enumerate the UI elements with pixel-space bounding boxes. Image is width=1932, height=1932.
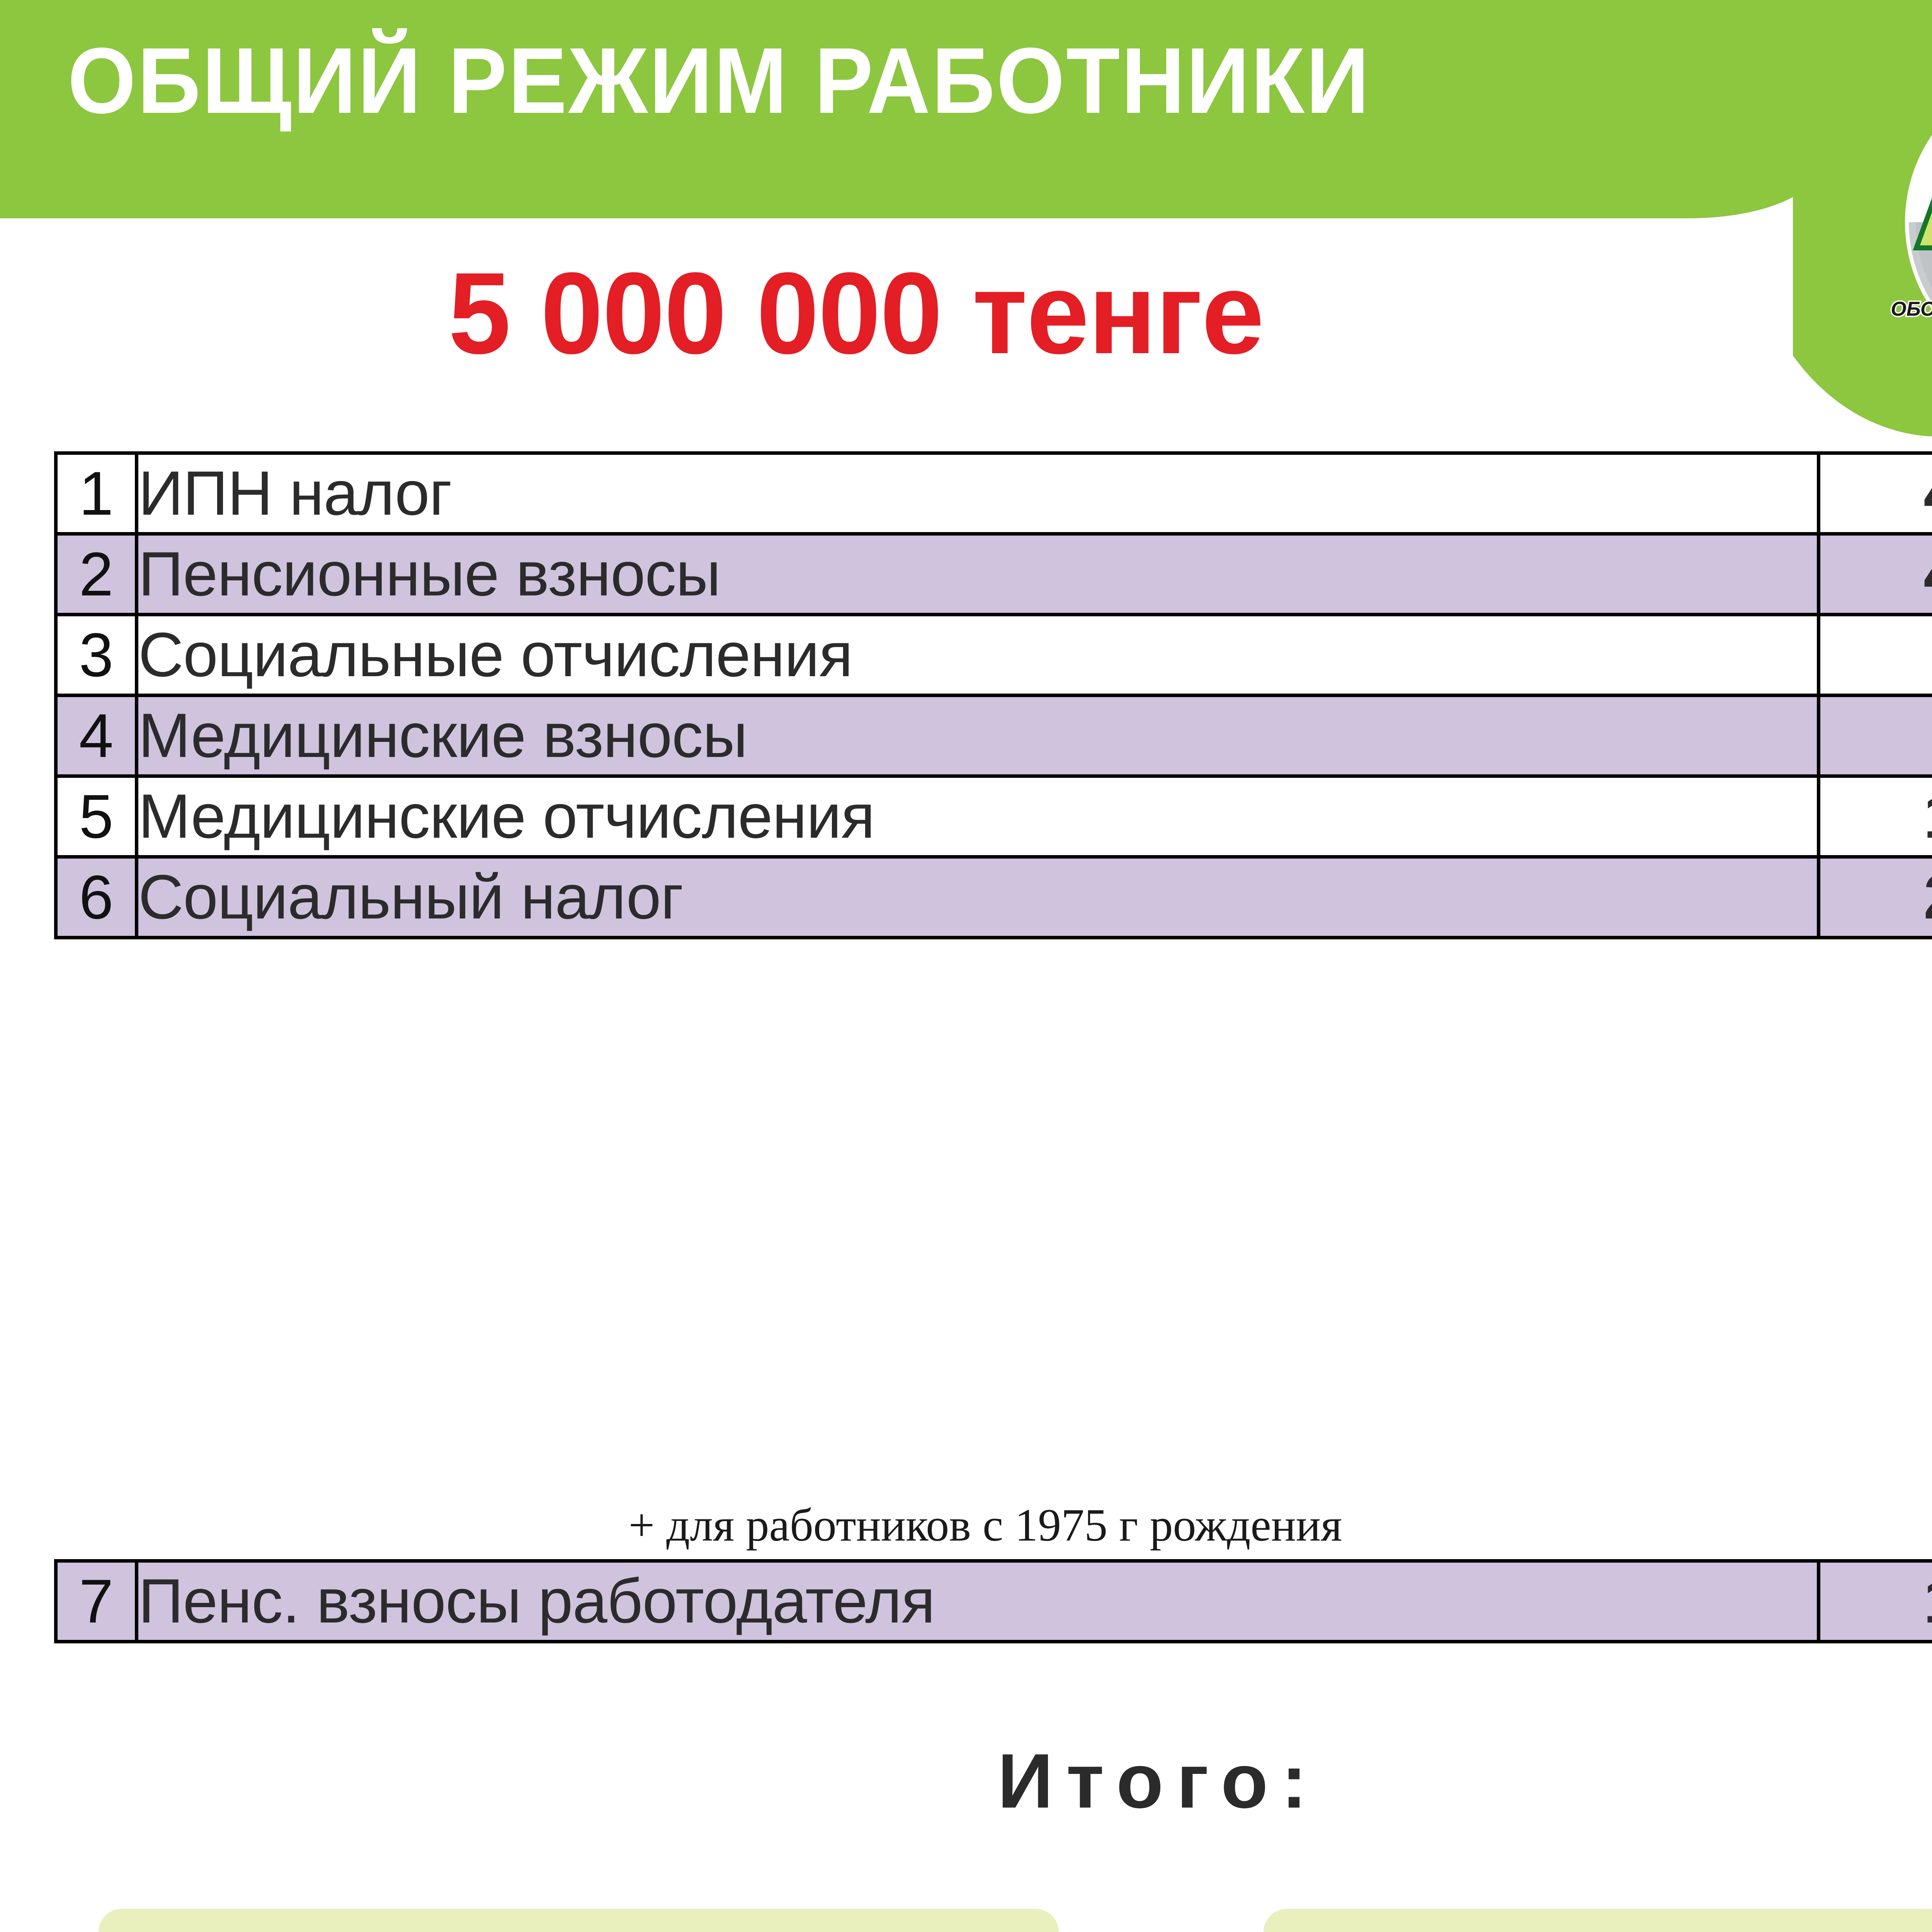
row-value: 102 000 [1817, 774, 1932, 859]
row-number: 3 [54, 613, 138, 697]
total-card-before-1975: до 1975 г.р. 1 304 335 [99, 1909, 1059, 1932]
row-value: 29 750 [1817, 613, 1932, 697]
total-card-label: С 1975 г.р. [1264, 1923, 1932, 1932]
total-card-label: до 1975 г.р. [99, 1923, 1059, 1932]
row-number: 7 [54, 1559, 138, 1643]
table-row: 1 ИПН налог 441 125 [54, 451, 1932, 536]
row-value: 441 125 [1817, 451, 1932, 536]
row-value: 425 000 [1817, 532, 1932, 616]
row-label: Пенсионные взносы [135, 532, 1820, 616]
row-label: Социальный налог [135, 855, 1820, 939]
row-label: ИПН налог [135, 451, 1820, 536]
row-number: 6 [54, 855, 138, 939]
table-row: 6 Социальный налог 272 460 [54, 855, 1932, 939]
logo-brand-fill: АКТИВ [1918, 170, 1932, 263]
row-label: Медицинские взносы [135, 694, 1820, 778]
totals-heading: Итого: [997, 1738, 1320, 1824]
aktiv-logo: БИЗНЕСКЕ ҚЫЗМЕТ КӨРСЕТУ ОРТАЛЫҒЫ ЦЕНТР О… [1851, 14, 1932, 431]
headline-amount: 5 000 000 тенге [448, 248, 1264, 378]
table-row: 5 Медицинские отчисления 102 000 [54, 774, 1932, 859]
employer-contributions-table: 7 Пенс. взносы работодателя 148 750 [54, 1559, 1932, 1643]
row-value: 148 750 [1817, 1559, 1932, 1643]
logo-ru-line2: ОБСЛУЖИВАНИЯ [1891, 298, 1932, 320]
row-number: 1 [54, 451, 138, 536]
aktiv-logo-icon: БИЗНЕСКЕ ҚЫЗМЕТ КӨРСЕТУ ОРТАЛЫҒЫ ЦЕНТР О… [1864, 74, 1932, 370]
total-card-since-1975: С 1975 г.р. 1 453 085 [1264, 1909, 1932, 1932]
table-row: 7 Пенс. взносы работодателя 148 750 [54, 1559, 1932, 1643]
table-row: 2 Пенсионные взносы 425 000 [54, 532, 1932, 616]
row-value: 272 460 [1817, 855, 1932, 939]
table-row: 3 Социальные отчисления 29 750 [54, 613, 1932, 697]
contributions-table: 1 ИПН налог 441 125 2 Пенсионные взносы … [54, 451, 1932, 939]
header-green-band [0, 0, 1816, 218]
row-number: 2 [54, 532, 138, 616]
page-title: ОБЩИЙ РЕЖИМ РАБОТНИКИ [68, 29, 1371, 133]
table-row: 4 Медицинские взносы 34 000 [54, 694, 1932, 778]
row-label: Медицинские отчисления [135, 774, 1820, 859]
row-label: Пенс. взносы работодателя [135, 1559, 1820, 1643]
row-value: 34 000 [1817, 694, 1932, 778]
row-number: 5 [54, 774, 138, 859]
row-label: Социальные отчисления [135, 613, 1820, 697]
row-number: 4 [54, 694, 138, 778]
footnote: + для работников с 1975 г рождения [628, 1499, 1342, 1551]
